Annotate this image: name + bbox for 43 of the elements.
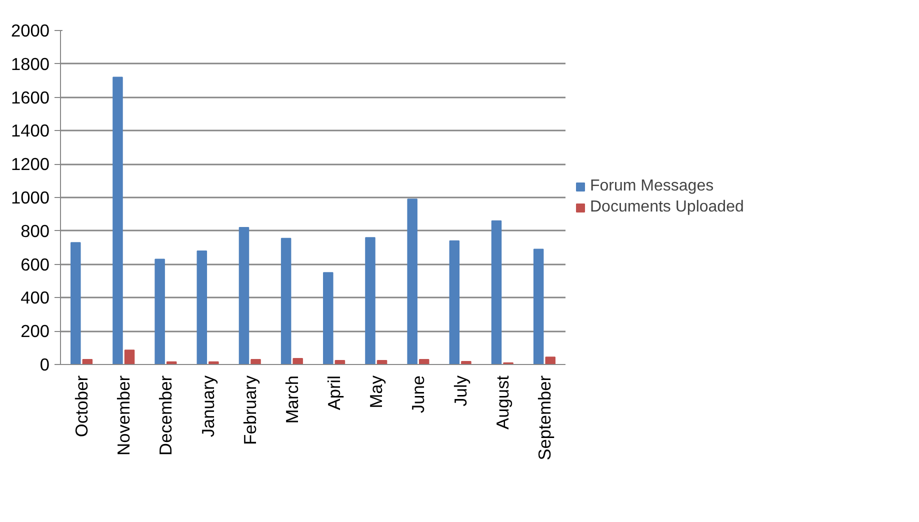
bar: [154, 258, 165, 364]
y-tick-label: 1400: [10, 120, 50, 141]
y-tick-label: 0: [40, 354, 50, 374]
x-tick-label: May: [366, 375, 386, 408]
x-tick-label: January: [198, 375, 218, 438]
bar: [533, 248, 544, 364]
x-tick-label: November: [114, 375, 134, 456]
bar: [545, 356, 556, 364]
x-tick-label: August: [492, 375, 512, 430]
bar: [250, 358, 261, 364]
legend-label: Documents Uploaded: [590, 198, 744, 216]
bar: [449, 240, 460, 364]
y-tick-label: 800: [20, 220, 50, 241]
x-tick-label: April: [324, 375, 344, 410]
x-tick-label: September: [534, 375, 554, 460]
y-tick-label: 200: [20, 321, 50, 342]
x-tick-label: October: [72, 375, 92, 438]
x-tick-label: June: [408, 375, 428, 414]
x-tick-label: July: [450, 375, 470, 406]
bar: [323, 272, 334, 364]
bar: [491, 220, 502, 364]
y-tick-label: 400: [20, 288, 50, 308]
bar: [112, 76, 123, 364]
y-tick-label: 2000: [10, 20, 50, 40]
x-tick-label: February: [240, 375, 260, 445]
bar: [82, 358, 93, 364]
bar: [292, 358, 303, 364]
x-tick-label: March: [282, 375, 302, 424]
y-tick-label: 1200: [10, 154, 50, 174]
y-tick-label: 1000: [10, 188, 50, 208]
bar: [238, 227, 250, 364]
y-tick-label: 600: [20, 254, 50, 274]
bar: [196, 250, 208, 364]
bar: [418, 358, 430, 364]
y-tick-label: 1800: [10, 54, 50, 74]
legend-label: Forum Messages: [590, 178, 714, 196]
bar: [407, 198, 418, 364]
bar: [280, 238, 292, 364]
bar: [70, 242, 81, 364]
bar: [124, 350, 135, 364]
bar: [365, 237, 376, 364]
y-tick-label: 1600: [10, 87, 50, 108]
x-tick-label: December: [156, 375, 176, 456]
